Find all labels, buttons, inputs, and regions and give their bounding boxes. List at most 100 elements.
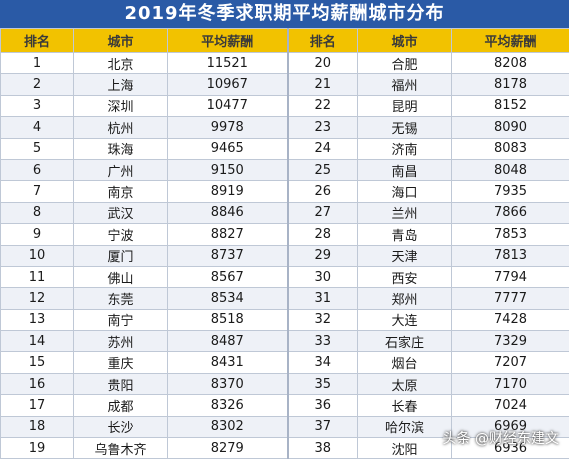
rank-cell: 19 [0, 437, 74, 459]
city-cell: 南京 [73, 180, 168, 203]
city-cell: 青岛 [357, 223, 452, 246]
city-cell: 昆明 [357, 94, 452, 118]
city-cell: 乌鲁木齐 [73, 437, 168, 459]
rank-cell: 27 [287, 201, 358, 225]
city-cell: 东莞 [73, 287, 168, 310]
rank-cell: 18 [0, 415, 74, 439]
rank-cell: 37 [287, 415, 358, 439]
rank-cell: 25 [287, 158, 358, 182]
table-header-row: 排名 城市 平均薪酬 排名 城市 平均薪酬 [0, 28, 569, 53]
salary-cell: 8048 [451, 158, 569, 182]
salary-cell: 10477 [167, 94, 289, 118]
rank-cell: 31 [287, 287, 358, 310]
salary-cell: 7024 [451, 394, 569, 417]
table-row: 2 上海 10967 21 福州 8178 [0, 73, 569, 96]
salary-cell: 8279 [167, 437, 289, 459]
city-cell: 西安 [357, 265, 452, 289]
city-cell: 天津 [357, 244, 452, 267]
header-city: 城市 [357, 28, 452, 53]
table-row: 12 东莞 8534 31 郑州 7777 [0, 287, 569, 310]
rank-cell: 9 [0, 223, 74, 246]
rank-cell: 30 [287, 265, 358, 289]
rank-cell: 38 [287, 437, 358, 459]
salary-cell: 8302 [167, 415, 289, 439]
city-cell: 成都 [73, 394, 168, 417]
table-row: 14 苏州 8487 33 石家庄 7329 [0, 330, 569, 353]
salary-cell: 7777 [451, 287, 569, 310]
rank-cell: 12 [0, 287, 74, 310]
city-cell: 烟台 [357, 351, 452, 374]
city-cell: 南宁 [73, 308, 168, 332]
salary-cell: 6969 [451, 415, 569, 439]
header-city: 城市 [73, 28, 168, 53]
salary-cell: 8919 [167, 180, 289, 203]
header-salary: 平均薪酬 [451, 28, 569, 53]
table-body: 1 北京 11521 20 合肥 8208 2 上海 10967 21 福州 8178 3 深圳 10477… [0, 51, 569, 459]
city-cell: 长春 [357, 394, 452, 417]
city-cell: 济南 [357, 137, 452, 160]
watermark: 头条 @财经东建文 [442, 431, 559, 447]
city-cell: 南昌 [357, 158, 452, 182]
city-cell: 合肥 [357, 51, 452, 75]
salary-cell: 7207 [451, 351, 569, 374]
city-cell: 大连 [357, 308, 452, 332]
table-row: 5 珠海 9465 24 济南 8083 [0, 137, 569, 160]
city-cell: 郑州 [357, 287, 452, 310]
city-cell: 无锡 [357, 116, 452, 139]
rank-cell: 4 [0, 116, 74, 139]
table-row: 9 宁波 8827 28 青岛 7853 [0, 223, 569, 246]
salary-cell: 7170 [451, 372, 569, 396]
salary-cell: 8326 [167, 394, 289, 417]
table-row: 18 长沙 8302 37 哈尔滨 6969 [0, 415, 569, 439]
salary-cell: 7428 [451, 308, 569, 332]
rank-cell: 35 [287, 372, 358, 396]
table-row: 8 武汉 8846 27 兰州 7866 [0, 201, 569, 225]
rank-cell: 7 [0, 180, 74, 203]
city-cell: 宁波 [73, 223, 168, 246]
rank-cell: 21 [287, 73, 358, 96]
table-row: 3 深圳 10477 22 昆明 8152 [0, 94, 569, 118]
rank-cell: 16 [0, 372, 74, 396]
rank-cell: 33 [287, 330, 358, 353]
salary-cell: 7935 [451, 180, 569, 203]
salary-cell: 8431 [167, 351, 289, 374]
salary-cell: 8370 [167, 372, 289, 396]
table-row: 10 厦门 8737 29 天津 7813 [0, 244, 569, 267]
header-rank: 排名 [287, 28, 358, 53]
salary-cell: 8208 [451, 51, 569, 75]
rank-cell: 26 [287, 180, 358, 203]
city-cell: 厦门 [73, 244, 168, 267]
salary-cell: 8152 [451, 94, 569, 118]
salary-cell: 10967 [167, 73, 289, 96]
city-cell: 重庆 [73, 351, 168, 374]
salary-cell: 6936 [451, 437, 569, 459]
city-cell: 海口 [357, 180, 452, 203]
rank-cell: 34 [287, 351, 358, 374]
rank-cell: 3 [0, 94, 74, 118]
city-cell: 贵阳 [73, 372, 168, 396]
city-cell: 石家庄 [357, 330, 452, 353]
salary-cell: 8534 [167, 287, 289, 310]
rank-cell: 14 [0, 330, 74, 353]
header-rank: 排名 [0, 28, 74, 53]
table-row: 7 南京 8919 26 海口 7935 [0, 180, 569, 203]
rank-cell: 22 [287, 94, 358, 118]
salary-cell: 7794 [451, 265, 569, 289]
salary-cell: 7866 [451, 201, 569, 225]
salary-cell: 7853 [451, 223, 569, 246]
header-salary: 平均薪酬 [167, 28, 289, 53]
salary-cell: 9150 [167, 158, 289, 182]
table-row: 19 乌鲁木齐 8279 38 沈阳 6936 [0, 437, 569, 459]
table-row: 1 北京 11521 20 合肥 8208 [0, 51, 569, 75]
city-cell: 长沙 [73, 415, 168, 439]
table-row: 17 成都 8326 36 长春 7024 [0, 394, 569, 417]
salary-cell: 8737 [167, 244, 289, 267]
city-cell: 哈尔滨 [357, 415, 452, 439]
city-cell: 上海 [73, 73, 168, 96]
table-row: 13 南宁 8518 32 大连 7428 [0, 308, 569, 332]
salary-cell: 9978 [167, 116, 289, 139]
rank-cell: 1 [0, 51, 74, 75]
salary-cell: 8567 [167, 265, 289, 289]
salary-cell: 8178 [451, 73, 569, 96]
rank-cell: 32 [287, 308, 358, 332]
